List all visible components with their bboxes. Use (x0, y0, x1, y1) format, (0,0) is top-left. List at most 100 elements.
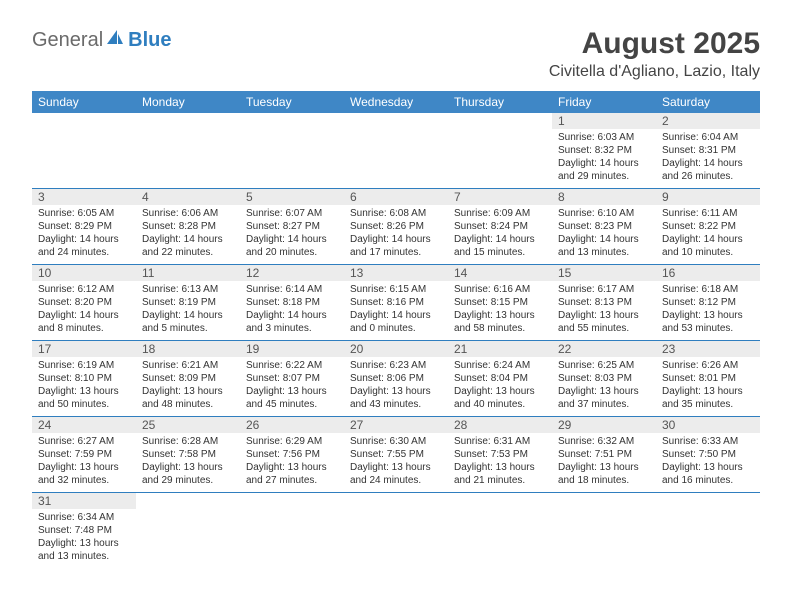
sunrise-text: Sunrise: 6:05 AM (38, 207, 130, 220)
week-row: 17Sunrise: 6:19 AMSunset: 8:10 PMDayligh… (32, 340, 760, 416)
sunset-text: Sunset: 8:06 PM (350, 372, 442, 385)
sunset-text: Sunset: 8:12 PM (662, 296, 754, 309)
day-info: Sunrise: 6:34 AMSunset: 7:48 PMDaylight:… (38, 511, 130, 563)
day-cell: 6Sunrise: 6:08 AMSunset: 8:26 PMDaylight… (344, 188, 448, 264)
day-cell: 9Sunrise: 6:11 AMSunset: 8:22 PMDaylight… (656, 188, 760, 264)
day-number: 15 (552, 265, 656, 281)
day-info: Sunrise: 6:18 AMSunset: 8:12 PMDaylight:… (662, 283, 754, 335)
page-title: August 2025 (549, 28, 760, 60)
sunrise-text: Sunrise: 6:14 AM (246, 283, 338, 296)
day-cell: 11Sunrise: 6:13 AMSunset: 8:19 PMDayligh… (136, 264, 240, 340)
daylight-text: Daylight: 14 hours and 0 minutes. (350, 309, 442, 335)
location: Civitella d'Agliano, Lazio, Italy (549, 63, 760, 81)
day-number: 18 (136, 341, 240, 357)
day-cell: 23 Sunrise: 6:26 AMSunset: 8:01 PMDayligh… (656, 340, 760, 416)
daylight-text: Daylight: 13 hours and 35 minutes. (662, 385, 754, 411)
day-number: 30 (656, 417, 760, 433)
day-number: 20 (344, 341, 448, 357)
week-row: 24 Sunrise: 6:27 AMSunset: 7:59 PMDayligh… (32, 416, 760, 492)
calendar-table: Sunday Monday Tuesday Wednesday Thursday… (32, 91, 760, 568)
day-cell: 31Sunrise: 6:34 AMSunset: 7:48 PMDayligh… (32, 492, 136, 568)
day-cell: 29Sunrise: 6:32 AMSunset: 7:51 PMDayligh… (552, 416, 656, 492)
day-info: Sunrise: 6:25 AMSunset: 8:03 PMDaylight:… (558, 359, 650, 411)
weekday-header: Monday (136, 91, 240, 113)
daylight-text: Daylight: 13 hours and 32 minutes. (38, 461, 130, 487)
daylight-text: Daylight: 13 hours and 55 minutes. (558, 309, 650, 335)
day-cell: 18Sunrise: 6:21 AMSunset: 8:09 PMDayligh… (136, 340, 240, 416)
sunset-text: Sunset: 8:01 PM (662, 372, 754, 385)
day-number: 21 (448, 341, 552, 357)
empty-cell (240, 113, 344, 189)
empty-cell (240, 492, 344, 568)
day-number: 27 (344, 417, 448, 433)
empty-cell (32, 113, 136, 189)
day-cell: 4Sunrise: 6:06 AMSunset: 8:28 PMDaylight… (136, 188, 240, 264)
empty-cell (552, 492, 656, 568)
daylight-text: Daylight: 14 hours and 22 minutes. (142, 233, 234, 259)
sunset-text: Sunset: 8:32 PM (558, 144, 650, 157)
sunset-text: Sunset: 8:28 PM (142, 220, 234, 233)
sunrise-text: Sunrise: 6:15 AM (350, 283, 442, 296)
day-number: 28 (448, 417, 552, 433)
day-info: Sunrise: 6:22 AMSunset: 8:07 PMDaylight:… (246, 359, 338, 411)
sunset-text: Sunset: 8:04 PM (454, 372, 546, 385)
daylight-text: Daylight: 13 hours and 50 minutes. (38, 385, 130, 411)
sunrise-text: Sunrise: 6:18 AM (662, 283, 754, 296)
day-info: Sunrise: 6:27 AMSunset: 7:59 PMDaylight:… (38, 435, 130, 487)
day-number: 6 (344, 189, 448, 205)
week-row: 31Sunrise: 6:34 AMSunset: 7:48 PMDayligh… (32, 492, 760, 568)
daylight-text: Daylight: 14 hours and 15 minutes. (454, 233, 546, 259)
sunset-text: Sunset: 8:24 PM (454, 220, 546, 233)
day-cell: 12Sunrise: 6:14 AMSunset: 8:18 PMDayligh… (240, 264, 344, 340)
sunrise-text: Sunrise: 6:27 AM (38, 435, 130, 448)
day-number: 19 (240, 341, 344, 357)
empty-cell (344, 492, 448, 568)
sunset-text: Sunset: 8:31 PM (662, 144, 754, 157)
day-cell: 10Sunrise: 6:12 AMSunset: 8:20 PMDayligh… (32, 264, 136, 340)
sunrise-text: Sunrise: 6:29 AM (246, 435, 338, 448)
day-number: 24 (32, 417, 136, 433)
sunset-text: Sunset: 7:56 PM (246, 448, 338, 461)
sunrise-text: Sunrise: 6:26 AM (662, 359, 754, 372)
sunset-text: Sunset: 7:58 PM (142, 448, 234, 461)
daylight-text: Daylight: 13 hours and 37 minutes. (558, 385, 650, 411)
day-number: 26 (240, 417, 344, 433)
daylight-text: Daylight: 14 hours and 29 minutes. (558, 157, 650, 183)
sunrise-text: Sunrise: 6:28 AM (142, 435, 234, 448)
daylight-text: Daylight: 14 hours and 8 minutes. (38, 309, 130, 335)
sunset-text: Sunset: 8:10 PM (38, 372, 130, 385)
day-number: 23 (656, 341, 760, 357)
sunset-text: Sunset: 8:23 PM (558, 220, 650, 233)
sunrise-text: Sunrise: 6:04 AM (662, 131, 754, 144)
daylight-text: Daylight: 14 hours and 10 minutes. (662, 233, 754, 259)
day-info: Sunrise: 6:14 AMSunset: 8:18 PMDaylight:… (246, 283, 338, 335)
sunrise-text: Sunrise: 6:31 AM (454, 435, 546, 448)
sunset-text: Sunset: 8:03 PM (558, 372, 650, 385)
day-info: Sunrise: 6:05 AMSunset: 8:29 PMDaylight:… (38, 207, 130, 259)
sunset-text: Sunset: 7:50 PM (662, 448, 754, 461)
day-cell: 8Sunrise: 6:10 AMSunset: 8:23 PMDaylight… (552, 188, 656, 264)
day-cell: 27Sunrise: 6:30 AMSunset: 7:55 PMDayligh… (344, 416, 448, 492)
day-number: 16 (656, 265, 760, 281)
daylight-text: Daylight: 13 hours and 18 minutes. (558, 461, 650, 487)
sunrise-text: Sunrise: 6:21 AM (142, 359, 234, 372)
day-cell: 17Sunrise: 6:19 AMSunset: 8:10 PMDayligh… (32, 340, 136, 416)
empty-cell (448, 492, 552, 568)
sunset-text: Sunset: 8:07 PM (246, 372, 338, 385)
day-number: 8 (552, 189, 656, 205)
sunrise-text: Sunrise: 6:19 AM (38, 359, 130, 372)
day-cell: 1Sunrise: 6:03 AMSunset: 8:32 PMDaylight… (552, 113, 656, 189)
day-number: 2 (656, 113, 760, 129)
empty-cell (344, 113, 448, 189)
sunrise-text: Sunrise: 6:11 AM (662, 207, 754, 220)
sunset-text: Sunset: 8:29 PM (38, 220, 130, 233)
sunrise-text: Sunrise: 6:07 AM (246, 207, 338, 220)
sunrise-text: Sunrise: 6:09 AM (454, 207, 546, 220)
sunrise-text: Sunrise: 6:12 AM (38, 283, 130, 296)
empty-cell (136, 492, 240, 568)
daylight-text: Daylight: 14 hours and 26 minutes. (662, 157, 754, 183)
day-cell: 14Sunrise: 6:16 AMSunset: 8:15 PMDayligh… (448, 264, 552, 340)
day-number: 22 (552, 341, 656, 357)
day-info: Sunrise: 6:13 AMSunset: 8:19 PMDaylight:… (142, 283, 234, 335)
day-info: Sunrise: 6:06 AMSunset: 8:28 PMDaylight:… (142, 207, 234, 259)
